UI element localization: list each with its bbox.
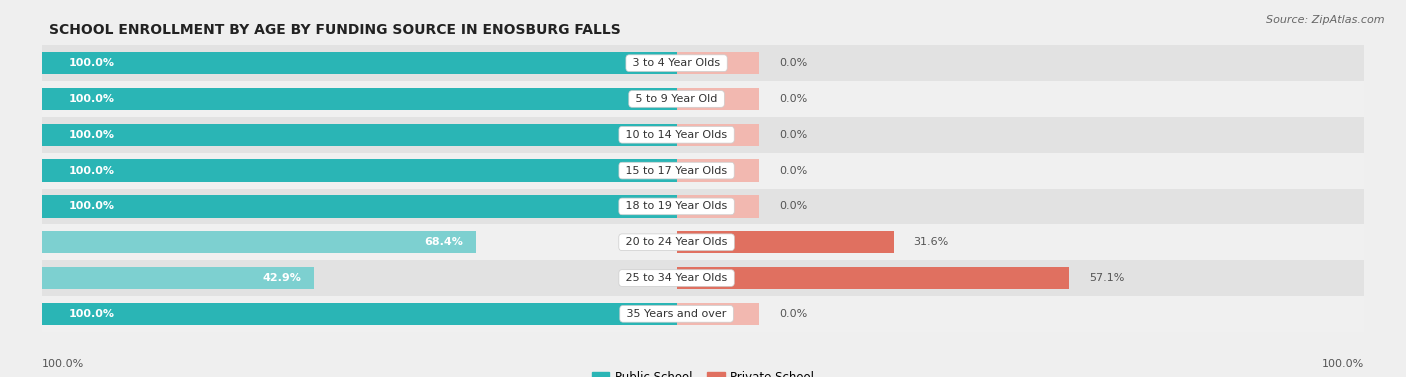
Text: 10 to 14 Year Olds: 10 to 14 Year Olds bbox=[623, 130, 731, 140]
Bar bbox=[676, 124, 759, 146]
Bar bbox=[42, 195, 676, 218]
Text: 0.0%: 0.0% bbox=[779, 201, 807, 211]
Text: 42.9%: 42.9% bbox=[263, 273, 301, 283]
Legend: Public School, Private School: Public School, Private School bbox=[586, 366, 820, 377]
Bar bbox=[676, 159, 759, 182]
Bar bbox=[676, 303, 759, 325]
Bar bbox=[42, 303, 676, 325]
Text: 20 to 24 Year Olds: 20 to 24 Year Olds bbox=[621, 237, 731, 247]
Bar bbox=[42, 153, 1364, 188]
Text: 18 to 19 Year Olds: 18 to 19 Year Olds bbox=[623, 201, 731, 211]
Text: 35 Years and over: 35 Years and over bbox=[623, 309, 730, 319]
Bar bbox=[42, 117, 1364, 153]
Bar bbox=[42, 52, 676, 74]
Bar bbox=[676, 52, 759, 74]
Text: Source: ZipAtlas.com: Source: ZipAtlas.com bbox=[1267, 15, 1385, 25]
Bar bbox=[676, 267, 1069, 289]
Bar bbox=[42, 45, 1364, 81]
Text: 0.0%: 0.0% bbox=[779, 130, 807, 140]
Text: 57.1%: 57.1% bbox=[1088, 273, 1125, 283]
Text: 3 to 4 Year Olds: 3 to 4 Year Olds bbox=[630, 58, 724, 68]
Bar bbox=[42, 188, 1364, 224]
Bar bbox=[676, 195, 759, 218]
Bar bbox=[42, 260, 1364, 296]
Bar bbox=[42, 81, 1364, 117]
Text: 0.0%: 0.0% bbox=[779, 166, 807, 176]
Bar bbox=[42, 88, 676, 110]
Bar bbox=[42, 159, 676, 182]
Bar bbox=[42, 124, 676, 146]
Text: 100.0%: 100.0% bbox=[69, 166, 115, 176]
Text: 100.0%: 100.0% bbox=[42, 359, 84, 369]
Text: 100.0%: 100.0% bbox=[69, 201, 115, 211]
Text: 100.0%: 100.0% bbox=[69, 309, 115, 319]
Bar bbox=[42, 296, 1364, 332]
Bar bbox=[42, 267, 315, 289]
Bar bbox=[676, 231, 894, 253]
Text: 15 to 17 Year Olds: 15 to 17 Year Olds bbox=[623, 166, 731, 176]
Bar bbox=[676, 88, 759, 110]
Text: 100.0%: 100.0% bbox=[69, 58, 115, 68]
Text: 100.0%: 100.0% bbox=[1322, 359, 1364, 369]
Text: SCHOOL ENROLLMENT BY AGE BY FUNDING SOURCE IN ENOSBURG FALLS: SCHOOL ENROLLMENT BY AGE BY FUNDING SOUR… bbox=[49, 23, 620, 37]
Bar bbox=[42, 231, 477, 253]
Text: 68.4%: 68.4% bbox=[425, 237, 463, 247]
Text: 100.0%: 100.0% bbox=[69, 94, 115, 104]
Text: 100.0%: 100.0% bbox=[69, 130, 115, 140]
Text: 25 to 34 Year Olds: 25 to 34 Year Olds bbox=[623, 273, 731, 283]
Text: 0.0%: 0.0% bbox=[779, 94, 807, 104]
Text: 0.0%: 0.0% bbox=[779, 58, 807, 68]
Text: 0.0%: 0.0% bbox=[779, 309, 807, 319]
Bar bbox=[42, 224, 1364, 260]
Text: 5 to 9 Year Old: 5 to 9 Year Old bbox=[633, 94, 721, 104]
Text: 31.6%: 31.6% bbox=[914, 237, 949, 247]
